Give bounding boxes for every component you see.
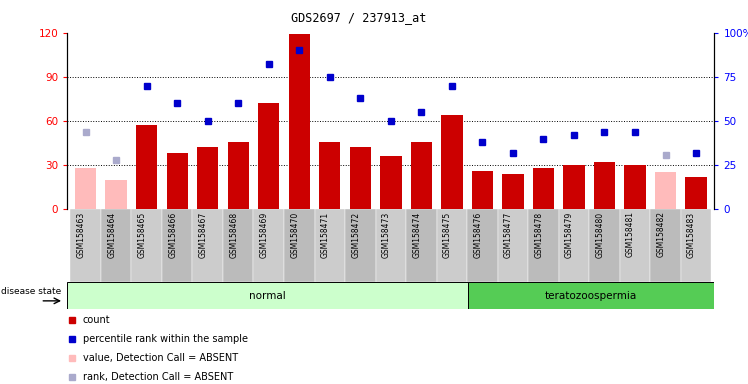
Bar (472, 171, 493, 209)
Text: GSM158473: GSM158473 (381, 212, 390, 258)
Bar (70, 209, 101, 282)
Text: GSM158470: GSM158470 (290, 212, 299, 258)
Bar (497, 209, 528, 282)
Text: GDS2697 / 237913_at: GDS2697 / 237913_at (291, 12, 426, 25)
Bar (654, 172, 676, 209)
Bar (319, 142, 340, 209)
Text: percentile rank within the sample: percentile rank within the sample (83, 334, 248, 344)
Bar (345, 209, 375, 282)
Bar (437, 209, 468, 282)
Bar (284, 209, 314, 282)
Bar (468, 209, 497, 282)
Bar (681, 209, 711, 282)
Text: GSM158481: GSM158481 (626, 212, 635, 257)
Bar (625, 165, 646, 209)
Bar (589, 209, 620, 282)
Text: GSM158464: GSM158464 (107, 212, 116, 258)
Bar (441, 115, 462, 209)
Text: value, Detection Call = ABSENT: value, Detection Call = ABSENT (83, 353, 238, 363)
Text: GSM158483: GSM158483 (687, 212, 696, 258)
Text: GSM158482: GSM158482 (657, 212, 666, 257)
Bar (559, 209, 589, 282)
Bar (314, 209, 345, 282)
Bar (227, 142, 249, 209)
Bar (167, 153, 188, 209)
Bar (620, 209, 650, 282)
Text: GSM158480: GSM158480 (595, 212, 604, 258)
Bar (563, 165, 585, 209)
Bar (136, 125, 157, 209)
Bar (223, 209, 254, 282)
Text: GSM158468: GSM158468 (229, 212, 238, 258)
Text: GSM158467: GSM158467 (199, 212, 208, 258)
Bar (502, 174, 524, 209)
Bar (468, 282, 714, 309)
Text: disease state: disease state (1, 287, 61, 296)
Text: GSM158477: GSM158477 (504, 212, 513, 258)
Text: GSM158463: GSM158463 (76, 212, 85, 258)
Text: GSM158478: GSM158478 (534, 212, 544, 258)
Text: rank, Detection Call = ABSENT: rank, Detection Call = ABSENT (83, 371, 233, 382)
Text: GSM158466: GSM158466 (168, 212, 177, 258)
Bar (254, 209, 284, 282)
Bar (411, 142, 432, 209)
Text: normal: normal (249, 291, 286, 301)
Bar (289, 34, 310, 209)
Bar (101, 209, 132, 282)
Bar (685, 177, 707, 209)
Bar (67, 282, 468, 309)
Text: GSM158471: GSM158471 (321, 212, 330, 258)
Bar (533, 168, 554, 209)
Text: GSM158475: GSM158475 (443, 212, 452, 258)
Text: GSM158474: GSM158474 (412, 212, 421, 258)
Bar (375, 209, 406, 282)
Bar (650, 209, 681, 282)
Bar (192, 209, 223, 282)
Bar (380, 156, 402, 209)
Text: GSM158479: GSM158479 (565, 212, 574, 258)
Bar (105, 180, 127, 209)
Bar (75, 168, 96, 209)
Text: GSM158476: GSM158476 (473, 212, 482, 258)
Text: GSM158472: GSM158472 (352, 212, 361, 258)
Text: GSM158465: GSM158465 (138, 212, 147, 258)
Bar (197, 147, 218, 209)
Bar (132, 209, 162, 282)
Bar (162, 209, 192, 282)
Text: GSM158469: GSM158469 (260, 212, 269, 258)
Bar (406, 209, 437, 282)
Text: count: count (83, 315, 111, 325)
Bar (594, 162, 615, 209)
Text: teratozoospermia: teratozoospermia (545, 291, 637, 301)
Bar (349, 147, 371, 209)
Bar (528, 209, 559, 282)
Bar (258, 103, 280, 209)
